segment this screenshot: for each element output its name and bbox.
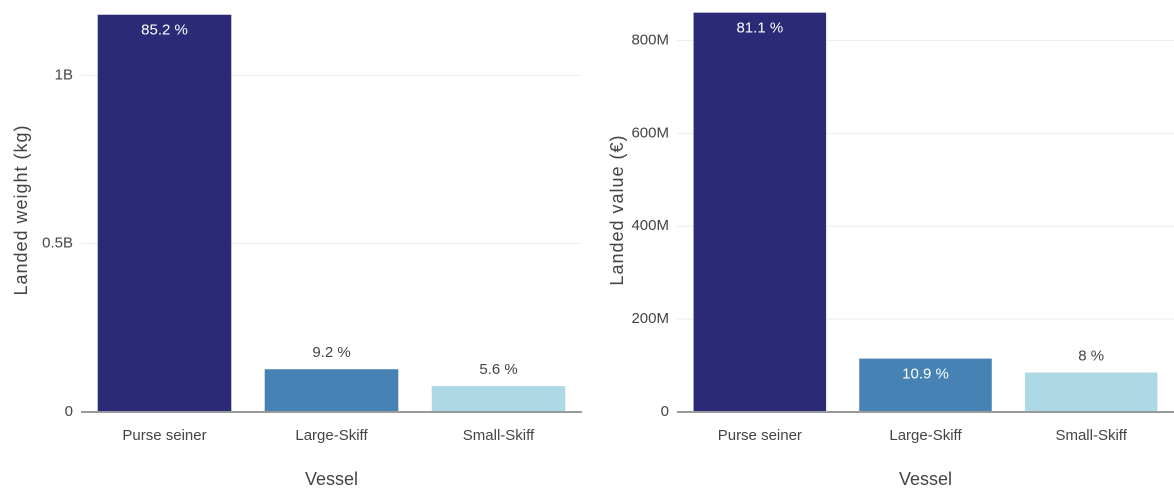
y-axis-title: Landed weight (kg) [11, 124, 31, 295]
y-axis-title: Landed value (€) [607, 134, 627, 285]
y-tick-label: 600M [631, 124, 669, 141]
bar-label: 5.6 % [479, 361, 517, 378]
y-tick-label: 800M [631, 31, 669, 48]
x-tick-label: Purse seiner [718, 427, 802, 444]
bar-label: 9.2 % [312, 344, 350, 361]
bar [431, 386, 566, 412]
y-tick-label: 1B [55, 66, 73, 83]
y-tick-label: 400M [631, 217, 669, 234]
bar [693, 12, 827, 413]
bar-label: 85.2 % [141, 22, 188, 39]
bar-label: 81.1 % [736, 20, 783, 37]
bar [1024, 372, 1158, 412]
x-tick-label: Small-Skiff [1055, 427, 1127, 444]
x-tick-label: Small-Skiff [463, 427, 535, 444]
y-tick-label: 0 [65, 403, 73, 420]
bar-label: 10.9 % [902, 366, 949, 383]
x-axis-title: Vessel [305, 469, 358, 489]
x-tick-label: Large-Skiff [295, 427, 368, 444]
x-tick-label: Large-Skiff [889, 427, 962, 444]
x-axis-title: Vessel [899, 469, 952, 489]
x-tick-label: Purse seiner [122, 427, 206, 444]
bar [97, 14, 232, 412]
y-tick-label: 200M [631, 310, 669, 327]
bar [264, 369, 399, 412]
bar-label: 8 % [1078, 347, 1104, 364]
bar [859, 358, 992, 412]
y-tick-label: 0.5B [42, 235, 73, 252]
y-tick-label: 0 [661, 403, 669, 420]
